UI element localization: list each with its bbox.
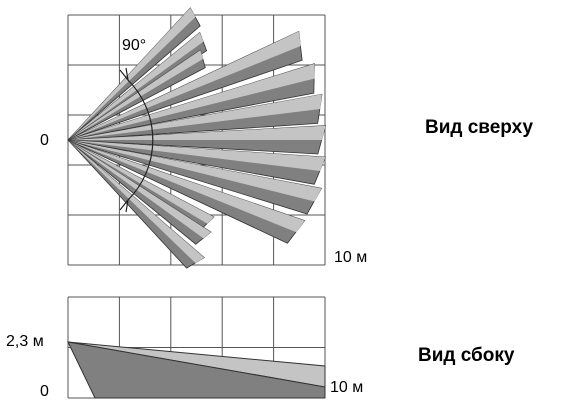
height-label: 2,3 м: [6, 333, 44, 350]
beam-inner: [68, 31, 301, 140]
distance-label: 10 м: [330, 379, 363, 396]
beam-inner: [68, 140, 322, 202]
beam-inner: [68, 7, 196, 141]
angle-arc: [127, 79, 154, 201]
beam-inner: [68, 140, 326, 171]
arc-arrows: [119, 67, 129, 213]
beam-inner: [68, 50, 204, 140]
origin-label: 0: [40, 132, 49, 149]
beam-inner: [68, 140, 214, 224]
beam-inner: [68, 94, 322, 140]
beam-inner: [68, 32, 204, 140]
beams: [67, 7, 327, 269]
angle-label: 90°: [122, 37, 146, 54]
origin-label: 0: [40, 383, 49, 400]
beam-inner: [68, 140, 211, 239]
beam-inner: [68, 140, 305, 233]
side-zone-near: [67, 341, 326, 399]
distance-label: 10 м: [334, 249, 367, 266]
beam-inner: [68, 63, 315, 140]
beam-inner: [68, 125, 326, 140]
view-title: Вид сверху: [425, 117, 533, 138]
beam-inner: [68, 140, 205, 264]
view-title: Вид сбоку: [418, 345, 515, 366]
